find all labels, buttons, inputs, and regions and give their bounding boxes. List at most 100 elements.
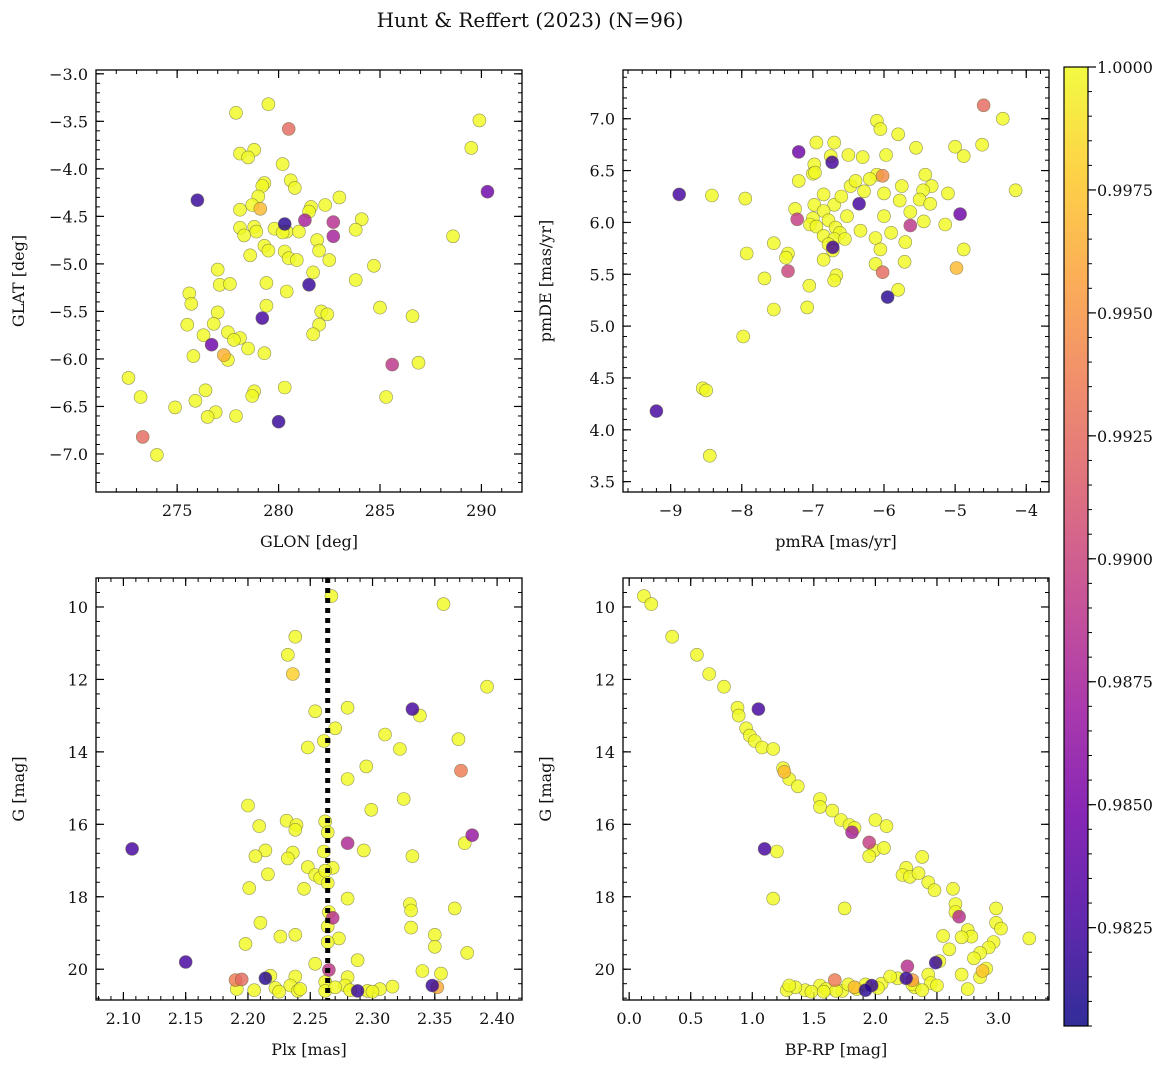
- scatter-point: [868, 813, 883, 827]
- scatter-point: [845, 825, 859, 840]
- scatter-point: [782, 978, 797, 993]
- scatter-point: [665, 629, 680, 644]
- scatter-points: [125, 589, 494, 999]
- scatter-point: [253, 202, 268, 216]
- scatter-point: [1008, 183, 1023, 198]
- scatter-point: [340, 772, 355, 786]
- scatter-point: [827, 135, 842, 150]
- scatter-point: [994, 921, 1008, 936]
- scatter-point: [841, 148, 856, 162]
- y-tick-label: 4.0: [590, 421, 615, 440]
- scatter-point: [340, 700, 355, 715]
- scatter-point: [777, 764, 792, 779]
- x-tick-label: −9: [659, 501, 683, 520]
- scatter-point: [892, 193, 907, 208]
- scatter-point: [649, 404, 664, 418]
- scatter-point: [915, 850, 930, 864]
- scatter-point: [702, 667, 717, 681]
- y-tick-label: 5.5: [590, 265, 615, 284]
- scatter-point: [460, 946, 475, 960]
- scatter-point: [427, 927, 442, 942]
- scatter-point: [277, 380, 292, 395]
- scatter-point: [954, 967, 969, 982]
- scatter-point: [816, 252, 831, 267]
- x-axis-label: pmRA [mas/yr]: [775, 532, 897, 551]
- scatter-point: [135, 430, 150, 444]
- colorbar-tick-label: 0.9825: [1097, 919, 1153, 938]
- scatter-point: [930, 978, 944, 993]
- scatter-point: [415, 964, 430, 978]
- scatter-point: [317, 734, 331, 748]
- x-tick-label: 2.40: [479, 1009, 515, 1028]
- y-tick-label: −3.0: [49, 65, 88, 84]
- scatter-point: [800, 300, 815, 315]
- scatter-point: [802, 278, 817, 293]
- figure-title: Hunt & Reffert (2023) (N=96): [377, 8, 684, 32]
- y-tick-label: 14: [68, 743, 88, 762]
- scatter-point: [873, 242, 888, 257]
- y-axis-label: GLAT [deg]: [9, 235, 28, 327]
- scatter-point: [271, 414, 286, 429]
- scatter-point: [967, 951, 981, 966]
- scatter-point: [328, 721, 343, 736]
- scatter-point: [210, 305, 225, 320]
- x-tick-label: 2.5: [924, 1009, 949, 1028]
- scatter-point: [897, 254, 912, 269]
- scatter-point: [825, 240, 840, 255]
- y-axis-label: G [mag]: [536, 756, 555, 821]
- scatter-point: [953, 207, 967, 221]
- scatter-point: [770, 844, 784, 859]
- scatter-point: [928, 955, 943, 970]
- scatter-point: [809, 219, 824, 234]
- y-tick-label: −3.5: [49, 112, 88, 131]
- scatter-point: [411, 355, 426, 370]
- scatter-point: [804, 984, 819, 999]
- y-tick-label: 6.5: [590, 162, 615, 181]
- scatter-point: [427, 939, 442, 954]
- scatter-point: [644, 597, 659, 611]
- scatter-point: [385, 357, 400, 372]
- scatter-point: [825, 803, 840, 818]
- scatter-point: [911, 866, 926, 881]
- colorbar-tick-label: 0.9950: [1097, 304, 1153, 323]
- y-tick-label: 12: [595, 670, 615, 689]
- scatter-point: [809, 135, 824, 150]
- y-tick-label: 20: [68, 960, 88, 979]
- scatter-point: [340, 836, 355, 851]
- scatter-point: [247, 983, 261, 998]
- panel-pmra-pmde: −9 −8 −7 −6 −5 −4 3.5 4.0 4.5 5.0 5.5 6.0 6.5 7.0 pmRA…: [536, 69, 1050, 551]
- scatter-point: [318, 198, 333, 212]
- x-tick-label: 2.35: [417, 1009, 453, 1028]
- scatter-point: [287, 181, 302, 195]
- scatter-point: [995, 111, 1010, 126]
- scatter-point: [234, 972, 249, 987]
- scatter-point: [827, 273, 842, 288]
- scatter-point: [956, 149, 971, 163]
- scatter-point: [259, 298, 274, 313]
- scatter-point: [396, 792, 411, 806]
- scatter-point: [853, 223, 868, 238]
- y-tick-label: 10: [595, 598, 615, 617]
- scatter-point: [766, 302, 781, 317]
- scatter-point: [217, 348, 231, 362]
- scatter-point: [472, 113, 487, 128]
- scatter-point: [852, 197, 866, 211]
- scatter-point: [879, 819, 894, 833]
- scatter-point: [425, 978, 440, 993]
- colorbar-frame: [1063, 66, 1089, 1027]
- scatter-point: [875, 265, 890, 280]
- y-tick-label: −5.5: [49, 302, 88, 321]
- scatter-point: [899, 971, 914, 986]
- scatter-point: [880, 290, 895, 304]
- y-axis-label: pmDE [mas/yr]: [536, 220, 555, 343]
- scatter-point: [378, 727, 392, 742]
- scatter-point: [848, 174, 863, 188]
- y-tick-label: −6.0: [49, 350, 88, 369]
- scatter-point: [229, 106, 243, 120]
- y-tick-label: −5.0: [49, 255, 88, 274]
- x-axis-label: Plx [mas]: [271, 1040, 346, 1059]
- scatter-point: [253, 915, 268, 930]
- y-tick-label: −6.5: [49, 397, 88, 416]
- y-tick-label: 20: [595, 960, 615, 979]
